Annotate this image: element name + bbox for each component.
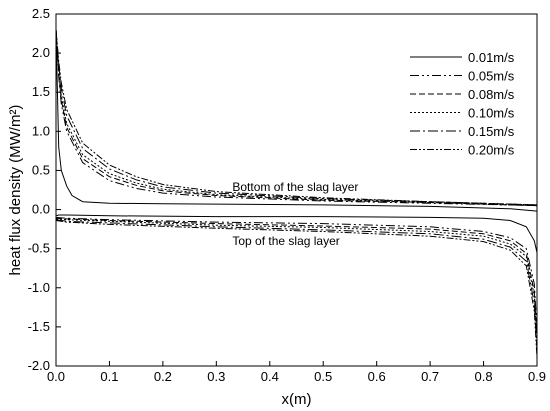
series-line-top-4 [55, 218, 538, 343]
annotation-1: Bottom of the slag layer [232, 180, 358, 194]
y-tick-label: -1.5 [28, 319, 50, 334]
y-tick-label: 0.5 [32, 162, 50, 177]
series-line-bottom-6 [55, 29, 538, 206]
series-line-top-1 [55, 214, 538, 253]
series-line-top-2 [55, 216, 538, 331]
series-line-bottom-1 [55, 29, 538, 212]
series-line-top-5 [55, 219, 538, 351]
x-tick-label: 0.7 [421, 369, 439, 384]
y-tick-label: 2.5 [32, 6, 50, 21]
x-tick-label: 0.1 [100, 369, 118, 384]
y-tick-label: 1.0 [32, 123, 50, 138]
x-axis-title: x(m) [282, 391, 312, 408]
x-tick-label: 0.2 [154, 369, 172, 384]
x-tick-label: 0.4 [261, 369, 279, 384]
y-tick-label: -2.0 [28, 358, 50, 373]
x-tick-label: 0.0 [47, 369, 65, 384]
legend-label-2: 0.05m/s [468, 69, 515, 84]
annotation-2: Top of the slag layer [232, 234, 339, 248]
series-line-top-3 [55, 217, 538, 339]
x-tick-label: 0.8 [475, 369, 493, 384]
x-tick-label: 0.6 [368, 369, 386, 384]
y-tick-label: 2.0 [32, 45, 50, 60]
x-tick-label: 0.9 [528, 369, 546, 384]
x-tick-label: 0.3 [207, 369, 225, 384]
legend-label-4: 0.10m/s [468, 106, 515, 121]
legend-label-6: 0.20m/s [468, 143, 515, 158]
series-line-bottom-5 [55, 29, 538, 206]
y-axis-title: heat flux density (MW/m²) [7, 105, 24, 276]
legend-label-5: 0.15m/s [468, 124, 515, 139]
x-tick-label: 0.5 [314, 369, 332, 384]
annotations: Bottom of the slag layer Top of the slag … [232, 180, 358, 248]
legend-label-1: 0.01m/s [468, 50, 515, 65]
y-tick-label: -0.5 [28, 241, 50, 256]
series-line-top-6 [55, 220, 538, 359]
series-layer [55, 29, 538, 359]
y-tick-label: 0.0 [32, 202, 50, 217]
ticks-layer: 0.0 0.1 0.2 0.3 0.4 0.5 0.6 0.7 0.8 0.9 -2.0 -1.5 -1… [28, 6, 546, 384]
plot-frame [55, 13, 538, 367]
y-tick-label: 1.5 [32, 84, 50, 99]
series-line-bottom-4 [55, 29, 538, 207]
y-tick-label: -1.0 [28, 280, 50, 295]
legend-label-3: 0.08m/s [468, 87, 515, 102]
legend: 0.01m/s 0.05m/s 0.08m/s 0.10m/s 0.15m/s 0.20m… [410, 50, 515, 158]
series-line-bottom-2 [55, 29, 538, 207]
